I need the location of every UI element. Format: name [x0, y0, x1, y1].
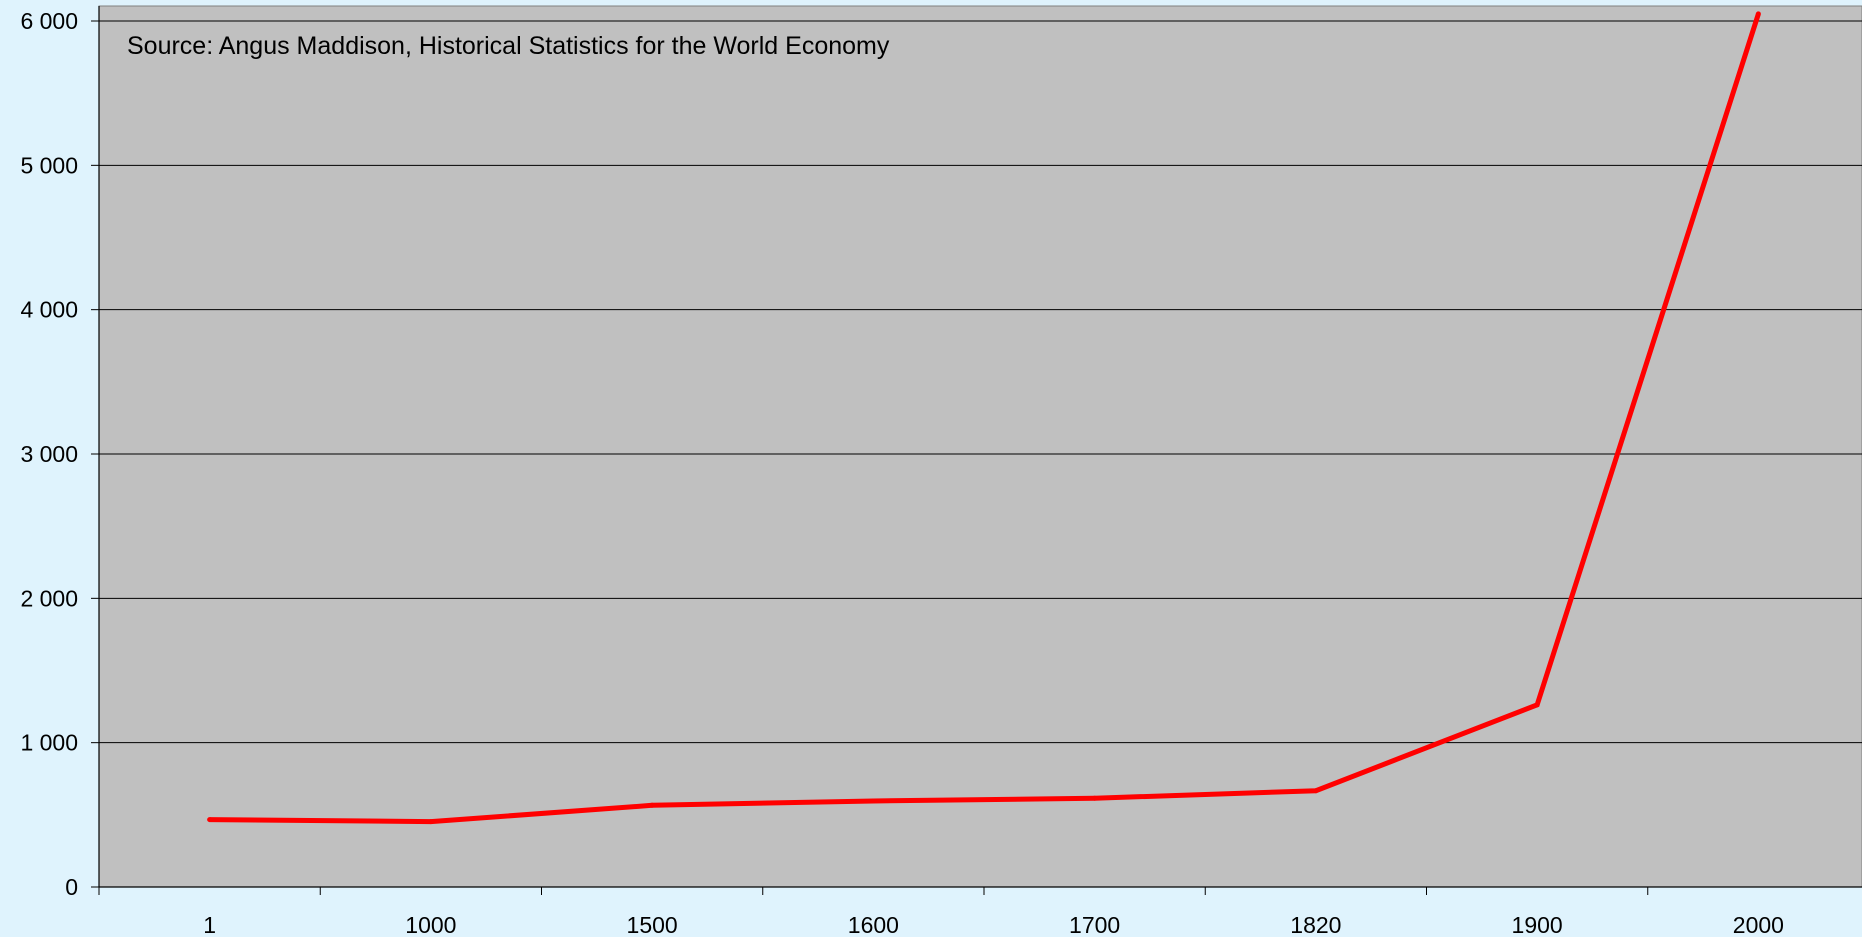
x-tick-label-2: 1500	[627, 912, 678, 937]
series-line-0	[209, 13, 1761, 825]
x-tick-label-1: 1000	[405, 912, 456, 937]
data-point-2	[649, 802, 655, 808]
source-annotation: Source: Angus Maddison, Historical Stati…	[127, 32, 890, 60]
data-point-0	[207, 817, 213, 823]
y-tick-label-5: 5 000	[20, 152, 78, 178]
plot-area	[98, 5, 1862, 888]
y-tick-label-6: 6 000	[20, 8, 78, 34]
x-tick-label-3: 1600	[848, 912, 899, 937]
data-point-1	[428, 819, 434, 825]
tick-labels: 0 1 000 2 000 3 000 4 000 5 000 6 000 1 1000 1500…	[20, 8, 1784, 937]
axes	[91, 6, 1862, 895]
y-tick-label-1: 1 000	[20, 730, 78, 756]
data-point-3	[870, 798, 876, 804]
series-layer	[207, 11, 1761, 825]
x-tick-label-4: 1700	[1069, 912, 1120, 937]
data-point-6	[1534, 702, 1540, 708]
y-tick-label-3: 3 000	[20, 441, 78, 467]
x-tick-label-5: 1820	[1290, 912, 1341, 937]
y-tick-label-4: 4 000	[20, 297, 78, 323]
data-point-5	[1313, 788, 1319, 794]
data-point-7	[1755, 11, 1761, 17]
data-point-4	[1092, 795, 1098, 801]
x-tick-label-0: 1	[203, 912, 216, 937]
y-tick-label-0: 0	[65, 874, 78, 900]
x-tick-label-7: 2000	[1733, 912, 1784, 937]
gridlines	[99, 20, 1862, 744]
y-tick-label-2: 2 000	[20, 585, 78, 611]
x-tick-label-6: 1900	[1512, 912, 1563, 937]
